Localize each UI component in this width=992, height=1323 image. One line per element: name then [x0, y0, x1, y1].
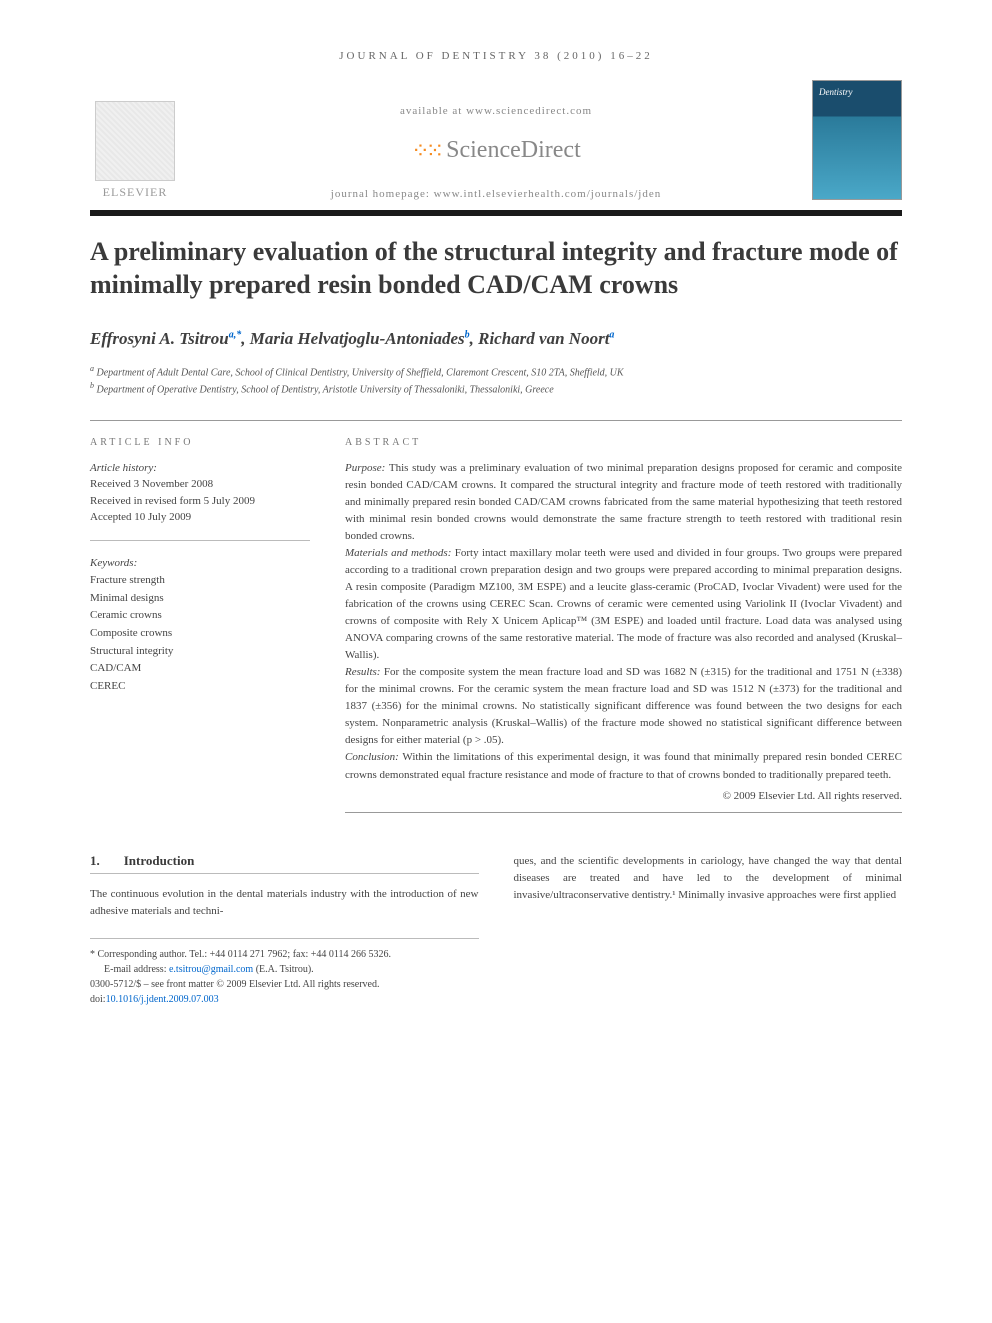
abstract-column: ABSTRACT Purpose: This study was a preli… — [345, 437, 902, 813]
publisher-banner: ELSEVIER available at www.sciencedirect.… — [90, 80, 902, 200]
revised-date: Received in revised form 5 July 2009 — [90, 493, 310, 510]
methods-label: Materials and methods: — [345, 547, 451, 559]
intro-heading: 1. Introduction — [90, 853, 479, 874]
intro-col-right: ques, and the scientific developments in… — [514, 853, 903, 1007]
author-1[interactable]: Effrosyni A. Tsitrou — [90, 329, 229, 348]
intro-col-left: 1. Introduction The continuous evolution… — [90, 853, 479, 1007]
email-link[interactable]: e.tsitrou@gmail.com — [169, 964, 253, 975]
journal-cover-title: Dentistry — [813, 81, 901, 103]
banner-center: available at www.sciencedirect.com ⁘⁙ Sc… — [180, 105, 812, 200]
journal-homepage: journal homepage: www.intl.elsevierhealt… — [200, 188, 792, 200]
intro-paragraph-1: The continuous evolution in the dental m… — [90, 886, 479, 920]
doi-label: doi: — [90, 994, 106, 1005]
author-1-affil: a,* — [229, 329, 242, 340]
sciencedirect-logo[interactable]: ⁘⁙ ScienceDirect — [200, 137, 792, 164]
footer-block: * Corresponding author. Tel.: +44 0114 2… — [90, 938, 479, 1007]
introduction-section: 1. Introduction The continuous evolution… — [90, 853, 902, 1007]
corresponding-author: * Corresponding author. Tel.: +44 0114 2… — [90, 947, 479, 962]
sciencedirect-dots-icon: ⁘⁙ — [411, 138, 440, 164]
affiliation-b: b Department of Operative Dentistry, Sch… — [90, 380, 902, 397]
author-2[interactable]: Maria Helvatjoglu-Antoniades — [250, 329, 465, 348]
article-history: Article history: Received 3 November 200… — [90, 460, 310, 541]
sciencedirect-text: ScienceDirect — [446, 137, 581, 164]
elsevier-text: ELSEVIER — [103, 185, 168, 200]
intro-title: Introduction — [124, 853, 195, 869]
article-info-column: ARTICLE INFO Article history: Received 3… — [90, 437, 310, 813]
keyword: Structural integrity — [90, 643, 310, 661]
conclusion-text: Within the limitations of this experimen… — [345, 751, 902, 780]
keyword: Fracture strength — [90, 572, 310, 590]
affiliations: a Department of Adult Dental Care, Schoo… — [90, 363, 902, 398]
keyword: Composite crowns — [90, 625, 310, 643]
keyword: Minimal designs — [90, 590, 310, 608]
elsevier-tree-icon — [95, 101, 175, 181]
copyright-line: © 2009 Elsevier Ltd. All rights reserved… — [345, 790, 902, 813]
journal-citation: JOURNAL OF DENTISTRY 38 (2010) 16–22 — [90, 50, 902, 62]
email-line: E-mail address: e.tsitrou@gmail.com (E.A… — [90, 962, 479, 977]
keywords-block: Keywords: Fracture strength Minimal desi… — [90, 555, 310, 696]
abstract-body: Purpose: This study was a preliminary ev… — [345, 460, 902, 784]
journal-cover-thumbnail: Dentistry — [812, 80, 902, 200]
email-label: E-mail address: — [104, 964, 166, 975]
received-date: Received 3 November 2008 — [90, 476, 310, 493]
affiliation-a: a Department of Adult Dental Care, Schoo… — [90, 363, 902, 380]
email-name: (E.A. Tsitrou). — [256, 964, 314, 975]
intro-number: 1. — [90, 853, 100, 869]
keyword: CAD/CAM — [90, 660, 310, 678]
conclusion-label: Conclusion: — [345, 751, 399, 763]
elsevier-logo: ELSEVIER — [90, 90, 180, 200]
doi-line: doi:10.1016/j.jdent.2009.07.003 — [90, 992, 479, 1007]
issn-line: 0300-5712/$ – see front matter © 2009 El… — [90, 977, 479, 992]
author-list: Effrosyni A. Tsitroua,*, Maria Helvatjog… — [90, 329, 902, 349]
author-2-affil: b — [465, 329, 470, 340]
results-label: Results: — [345, 666, 380, 678]
available-at-text: available at www.sciencedirect.com — [200, 105, 792, 117]
separator-bar — [90, 210, 902, 216]
purpose-label: Purpose: — [345, 462, 385, 474]
author-3-affil: a — [609, 329, 614, 340]
accepted-date: Accepted 10 July 2009 — [90, 509, 310, 526]
info-abstract-grid: ARTICLE INFO Article history: Received 3… — [90, 420, 902, 813]
results-text: For the composite system the mean fractu… — [345, 666, 902, 746]
purpose-text: This study was a preliminary evaluation … — [345, 462, 902, 542]
author-3[interactable]: Richard van Noort — [478, 329, 609, 348]
methods-text: Forty intact maxillary molar teeth were … — [345, 547, 902, 661]
intro-paragraph-2: ques, and the scientific developments in… — [514, 853, 903, 904]
article-info-label: ARTICLE INFO — [90, 437, 310, 448]
article-title: A preliminary evaluation of the structur… — [90, 236, 902, 301]
doi-link[interactable]: 10.1016/j.jdent.2009.07.003 — [106, 994, 219, 1005]
keyword: Ceramic crowns — [90, 607, 310, 625]
abstract-label: ABSTRACT — [345, 437, 902, 448]
keywords-label: Keywords: — [90, 555, 310, 573]
keyword: CEREC — [90, 678, 310, 696]
history-label: Article history: — [90, 460, 310, 477]
